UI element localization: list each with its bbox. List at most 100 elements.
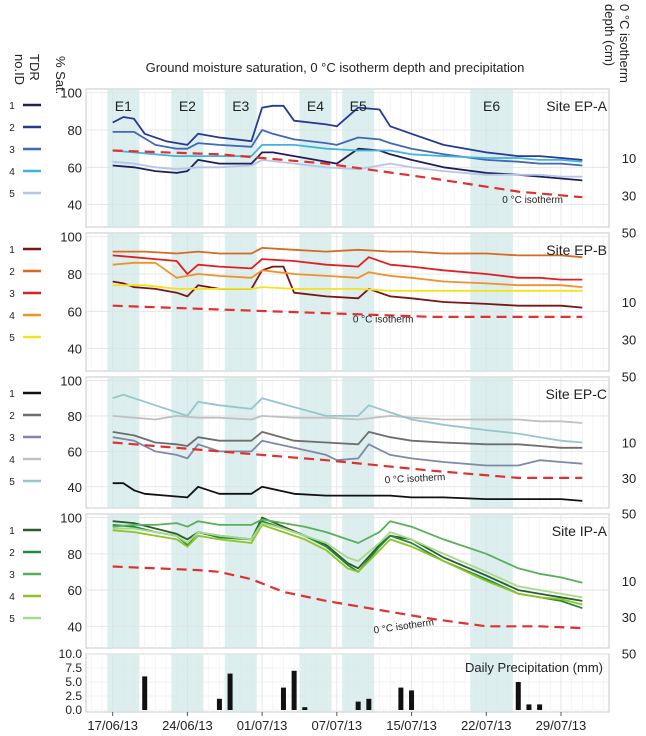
y2-tick-label: 50 — [622, 646, 636, 661]
y-tick-label: 80 — [68, 267, 82, 282]
moisture-series-line-1 — [112, 482, 583, 502]
y-tick-label: 40 — [68, 342, 82, 357]
precip-bar — [302, 707, 308, 710]
precip-bar — [366, 698, 372, 710]
legend-id: 3 — [9, 145, 15, 156]
event-band — [342, 233, 375, 371]
moisture-series-line-4 — [112, 143, 583, 163]
moisture-series-line-5 — [112, 158, 583, 178]
moisture-series-line-1 — [112, 265, 583, 309]
precip-bar — [537, 704, 543, 710]
event-band — [107, 233, 140, 371]
y2-tick-label: 50 — [622, 226, 636, 241]
moisture-series-line-3 — [112, 254, 583, 281]
isotherm-label: 0 °C isotherm — [502, 195, 563, 206]
x-tick-label: 01/07/13 — [237, 718, 288, 733]
moisture-series-line-4 — [112, 414, 583, 424]
isotherm-line — [112, 565, 583, 630]
isotherm-label: 0 °C isotherm — [384, 472, 445, 486]
event-band — [171, 377, 204, 508]
event-band — [299, 233, 332, 371]
moisture-series-line-5 — [112, 393, 583, 444]
event-band — [107, 514, 140, 648]
legend-title: TDRno.ID — [12, 54, 42, 85]
precip-bar — [355, 701, 361, 710]
legend-id: 3 — [9, 570, 15, 581]
moisture-series-line-5 — [112, 284, 583, 292]
event-band — [107, 377, 140, 508]
y2-tick-label: 10 — [622, 436, 636, 451]
event-band — [171, 233, 204, 371]
event-band — [342, 514, 375, 648]
event-band — [470, 233, 513, 371]
moisture-series-line-1 — [112, 516, 583, 602]
y-tick-label: 10.0 — [59, 647, 83, 661]
legend-id: 5 — [9, 477, 15, 488]
legend-id: 4 — [9, 167, 15, 178]
y-tick-label: 60 — [68, 304, 82, 319]
precip-bar — [280, 687, 286, 710]
y2-tick-label: 10 — [622, 151, 636, 166]
x-tick-label: 15/07/13 — [386, 718, 437, 733]
legend-id: 5 — [9, 333, 15, 344]
y2-tick-label: 50 — [622, 506, 636, 521]
y-tick-label: 100 — [60, 86, 82, 101]
event-band — [299, 514, 332, 648]
plot-layer: 40 60 80 100 10 30 50 0 °C isotherm Site EP-A 1 2 3… — [9, 86, 636, 733]
event-label: E4 — [307, 98, 324, 114]
event-band — [224, 233, 257, 371]
moisture-series-line-3 — [112, 436, 583, 467]
y-tick-label: 60 — [68, 444, 82, 459]
y2-tick-label: 30 — [622, 471, 636, 486]
y-tick-label: 60 — [68, 160, 82, 175]
y2-tick-label: 10 — [622, 574, 636, 589]
moisture-series-line-3 — [112, 518, 583, 584]
precip-bar — [227, 673, 233, 710]
precip-bar — [291, 670, 297, 710]
legend-id: 2 — [9, 123, 15, 134]
moisture-series-line-2 — [112, 104, 583, 161]
legend-id: 1 — [9, 101, 15, 112]
event-label: E1 — [115, 98, 132, 114]
y-tick-label: 5.0 — [65, 675, 82, 689]
y-tick-label: 0.0 — [65, 703, 82, 717]
event-label: E6 — [483, 98, 500, 114]
moisture-series-line-2 — [112, 246, 583, 259]
event-band — [342, 377, 375, 508]
event-label: E3 — [232, 98, 249, 114]
y-axis-label: % Sat. — [53, 56, 68, 94]
moisture-series-line-4 — [112, 524, 583, 606]
x-tick-label: 22/07/13 — [461, 718, 512, 733]
event-label: E2 — [179, 98, 196, 114]
x-tick-label: 07/07/13 — [312, 718, 363, 733]
site-label: Site EP-B — [546, 242, 607, 258]
y-tick-label: 80 — [68, 123, 82, 138]
event-label: E5 — [350, 98, 367, 114]
x-tick-label: 29/07/13 — [536, 718, 587, 733]
event-band — [342, 89, 375, 227]
isotherm-label: 0 °C isotherm — [353, 315, 414, 326]
event-band — [224, 377, 257, 508]
event-band — [171, 654, 204, 712]
moisture-series-line-3 — [112, 129, 583, 167]
precip-title: Daily Precipitation (mm) — [465, 660, 603, 675]
event-band — [224, 514, 257, 648]
event-band — [470, 654, 513, 712]
y-tick-label: 60 — [68, 583, 82, 598]
event-band — [224, 89, 257, 227]
y-tick-label: 100 — [60, 374, 82, 389]
precip-bar — [216, 698, 222, 710]
y-tick-label: 40 — [68, 619, 82, 634]
legend-id: 2 — [9, 548, 15, 559]
legend-id: 5 — [9, 189, 15, 200]
site-label: Site IP-A — [552, 523, 608, 539]
y2-tick-label: 30 — [622, 610, 636, 625]
isotherm-line — [112, 441, 583, 479]
precip-bar — [409, 690, 415, 710]
x-tick-label: 17/06/13 — [87, 718, 138, 733]
moisture-series-line-4 — [112, 261, 583, 288]
legend-id: 4 — [9, 311, 15, 322]
precip-bar — [398, 687, 404, 710]
site-label: Site EP-A — [546, 98, 607, 114]
